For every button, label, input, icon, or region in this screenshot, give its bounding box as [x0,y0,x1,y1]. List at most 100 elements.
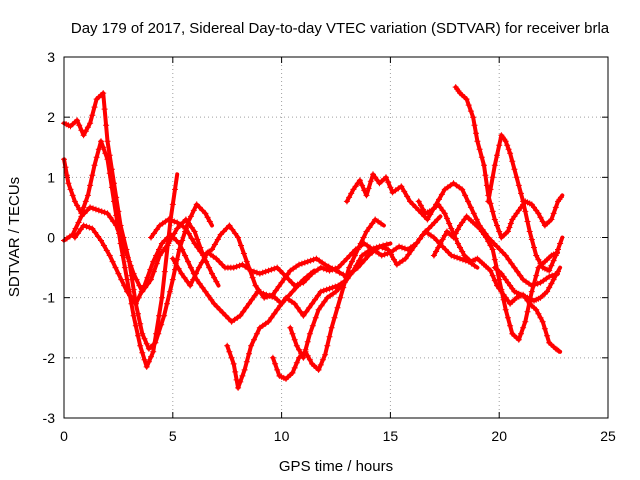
trace-5-point [322,261,329,268]
trace-7-point [309,300,316,307]
trace-5-point [307,257,314,264]
trace-6-point [335,264,342,271]
trace-8-point [269,354,276,361]
trace-6-point [303,276,310,283]
trace-13-point [550,210,557,217]
trace-12-point [433,248,440,255]
trace-5-point [182,225,189,232]
trace-1-point [91,104,98,111]
trace-3-point [185,220,192,227]
trace-9-point [370,245,377,252]
trace-4-point [92,229,99,236]
trace-10-point [467,204,474,211]
trace-1-point [204,214,211,221]
trace-6-point [190,276,197,283]
trace-9-point [420,231,426,238]
trace-2-point [95,146,102,153]
trace-3-point [162,244,169,251]
trace-14-point [502,138,509,145]
trace-10-point [546,273,553,280]
trace-2-point [137,342,144,349]
trace-14-point [533,252,540,259]
trace-1-point [87,120,94,127]
trace-4-point [150,258,157,265]
trace-5-point [168,217,175,224]
trace-13-point [476,146,483,153]
trace-13-point [463,96,470,103]
trace-2-point [91,162,98,169]
trace-12-point [485,238,492,245]
trace-14-point [546,267,553,274]
trace-3-point [104,210,111,217]
trace-6-point [187,282,194,289]
trace-4-point [121,282,128,289]
trace-6-point [341,258,347,265]
trace-13-point [471,122,478,129]
trace-9-point [341,279,348,286]
trace-8-point [366,224,373,231]
trace-12-point [528,288,535,295]
trace-8-point [363,228,370,235]
y-tick-label: 0 [47,230,55,246]
trace-5-point [301,259,308,266]
trace-14-point [528,236,535,243]
trace-14-point [515,182,522,189]
trace-3-point [174,225,181,232]
trace-11-point [457,244,463,251]
trace-3-point [194,236,201,243]
trace-9-point [434,216,441,223]
trace-9-point [367,246,374,253]
y-tick-label: 2 [47,109,55,125]
trace-9-point [417,235,424,242]
trace-3-point [101,209,108,216]
trace-4-point [86,224,93,231]
trace-5-point [191,240,198,247]
y-tick-label: 3 [47,49,55,65]
trace-4-point [179,246,186,253]
trace-12-markers [430,213,559,343]
trace-5-point [209,246,215,253]
trace-10-point [424,216,431,223]
trace-7-point [224,342,231,349]
trace-10-point [465,198,471,205]
trace-2-point [148,353,154,360]
trace-13-point [478,154,485,161]
trace-2-point [121,264,128,271]
trace-4-point [153,252,160,259]
trace-4-point [237,312,244,319]
trace-2-point [67,186,74,193]
trace-10-point [365,185,372,192]
trace-14-point [513,174,520,181]
trace-14-point [494,152,500,159]
x-tick-label: 5 [169,428,177,444]
trace-9-point [408,247,415,254]
trace-9-point [356,257,363,264]
trace-1-point [161,312,168,319]
trace-5-point [296,261,302,268]
trace-4-point [167,231,174,238]
trace-13-point [537,214,544,221]
trace-13-point [482,172,489,179]
trace-4-point [95,233,102,240]
trace-9-point [350,267,357,274]
trace-6-point [459,256,466,263]
trace-12-line [431,214,560,342]
trace-12-point [504,314,511,321]
trace-13-point [481,162,487,169]
trace-13-point [504,228,511,235]
trace-6-point [346,252,353,259]
trace-10-point [470,210,477,217]
trace-14-point [531,244,537,251]
trace-2-point [82,198,89,205]
trace-4-point [83,223,90,230]
trace-14-point [518,190,524,197]
trace-6-point [288,279,295,286]
trace-6-point [219,261,226,268]
trace-9-point [291,336,298,343]
trace-2-point [124,276,131,283]
trace-11-point [487,267,494,274]
trace-5-point [255,286,262,293]
trace-10-point [385,179,392,186]
trace-7-point [297,308,304,315]
trace-4-point [196,280,203,287]
